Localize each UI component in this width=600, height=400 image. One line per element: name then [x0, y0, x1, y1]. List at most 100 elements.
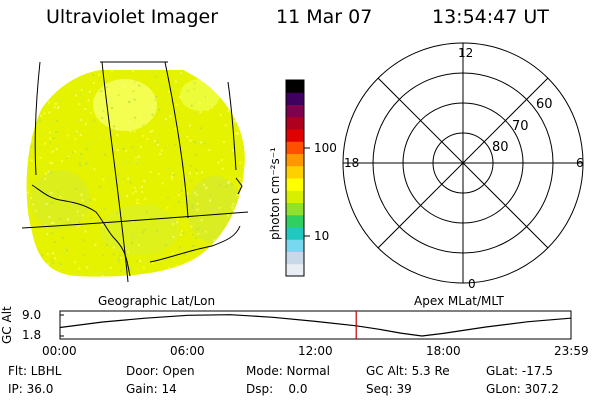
uv-image-pixel [243, 165, 245, 168]
uv-image-pixel [197, 273, 200, 276]
uv-image-pixel [30, 159, 33, 162]
uv-image-pixel [93, 119, 96, 122]
uv-image-pixel [126, 252, 129, 255]
uv-image-pixel [195, 193, 198, 196]
y-tick-label: 9.0 [22, 308, 42, 322]
uv-image-pixel [184, 253, 187, 256]
uv-image-pixel [61, 160, 64, 162]
uv-image-pixel [174, 271, 177, 274]
longitude-line [164, 61, 189, 219]
uv-image-pixel [138, 277, 140, 279]
uv-image-pixel [172, 172, 174, 175]
uv-image-pixel [142, 231, 145, 234]
uv-image-pixel [79, 134, 82, 136]
uv-image-pixel [116, 212, 119, 215]
uv-image-pixel [35, 254, 38, 257]
uv-image-pixel [107, 176, 110, 179]
uv-image-pixel [139, 110, 142, 113]
uv-image-pixel [49, 137, 52, 140]
uv-image-pixel [57, 105, 60, 108]
uv-image-pixel [85, 148, 88, 150]
coastline [149, 225, 241, 263]
uv-image-pixel [42, 72, 45, 75]
uv-image-pixel [142, 266, 145, 269]
uv-image-pixel [114, 242, 117, 245]
uv-image-pixel [26, 144, 28, 147]
uv-image-pixel [131, 236, 134, 239]
uv-image-pixel [200, 171, 203, 174]
uv-image-pixel [247, 248, 249, 250]
uv-image-pixel [232, 209, 235, 211]
uv-image-pixel [239, 197, 242, 200]
uv-image-pixel [50, 191, 53, 194]
status-seq: Seq: 39 [366, 382, 412, 396]
geo-grid-lines [21, 61, 249, 283]
uv-image-pixel [81, 199, 84, 202]
uv-image-pixel [111, 107, 114, 109]
uv-image-pixel [122, 148, 125, 150]
polar-axis-diagonal [377, 77, 549, 249]
uv-image-pixel [29, 100, 32, 103]
uv-image-pixel [44, 178, 47, 181]
uv-image-pixel [92, 74, 95, 77]
uv-image-pixel [49, 161, 52, 164]
uv-image-pixel [27, 235, 30, 238]
uv-image-pixel [66, 134, 69, 137]
uv-image-pixel [234, 239, 237, 242]
uv-image-pixel [218, 206, 221, 209]
uv-image-pixel [79, 156, 82, 159]
uv-image-pixel [133, 130, 136, 133]
uv-image-pixel [136, 202, 139, 205]
uv-image-pixel [94, 243, 97, 246]
uv-image-pixel [43, 112, 46, 115]
uv-image-pixel [129, 94, 132, 97]
uv-image-pixel [129, 267, 132, 270]
uv-image-pixel [103, 207, 106, 210]
uv-image-pixel [124, 87, 127, 90]
uv-image-pixel [53, 137, 56, 139]
status-glat: GLat: -17.5 [486, 364, 553, 378]
uv-image-pixel [131, 241, 133, 244]
x-tick-label: 00:00 [42, 344, 77, 358]
uv-image-pixel [48, 101, 51, 104]
uv-image-pixel [233, 120, 236, 123]
uv-image-pixel [40, 70, 43, 72]
uv-image-pixel [43, 204, 46, 207]
uv-image-pixel [76, 210, 79, 213]
uv-image-pixel [117, 222, 120, 225]
uv-image-pixel [125, 149, 128, 152]
uv-image-pixel [76, 120, 79, 123]
uv-image-pixel [113, 233, 116, 236]
uv-image-pixel [242, 105, 245, 108]
uv-image-pixel [200, 278, 202, 280]
uv-image-pixel [125, 278, 127, 280]
uv-image-pixel [219, 113, 222, 116]
uv-image-pixel [79, 99, 82, 102]
uv-image-pixel [129, 181, 132, 184]
uv-image-bright-region [180, 79, 220, 111]
uv-image-pixel [42, 80, 45, 83]
uv-image-pixel [239, 161, 242, 164]
uv-image-pixel [80, 193, 83, 196]
uv-image-pixel [205, 186, 208, 189]
uv-image-pixel [111, 70, 113, 72]
uv-image-pixel [220, 159, 223, 162]
uv-image-pixel [176, 217, 179, 220]
uv-image-pixel [241, 85, 244, 88]
uv-image-pixel [50, 201, 53, 204]
uv-image-pixel [232, 75, 235, 78]
uv-image-pixel [30, 145, 33, 148]
colorbar-segment [286, 227, 304, 240]
uv-image-pixel [55, 148, 58, 151]
status-filter: Flt: LBHL [8, 364, 62, 378]
uv-image-pixel [116, 134, 119, 137]
mlat-label-70: 70 [512, 119, 529, 134]
uv-image-pixel [29, 244, 32, 247]
uv-image-pixel [164, 244, 167, 247]
uv-image-pixel [102, 109, 105, 112]
uv-image-pixel [155, 96, 158, 98]
uv-image-pixel [248, 115, 250, 117]
uv-image-pixel [65, 80, 68, 83]
uv-image-pixel [82, 88, 85, 91]
uv-image-pixel [113, 125, 116, 128]
